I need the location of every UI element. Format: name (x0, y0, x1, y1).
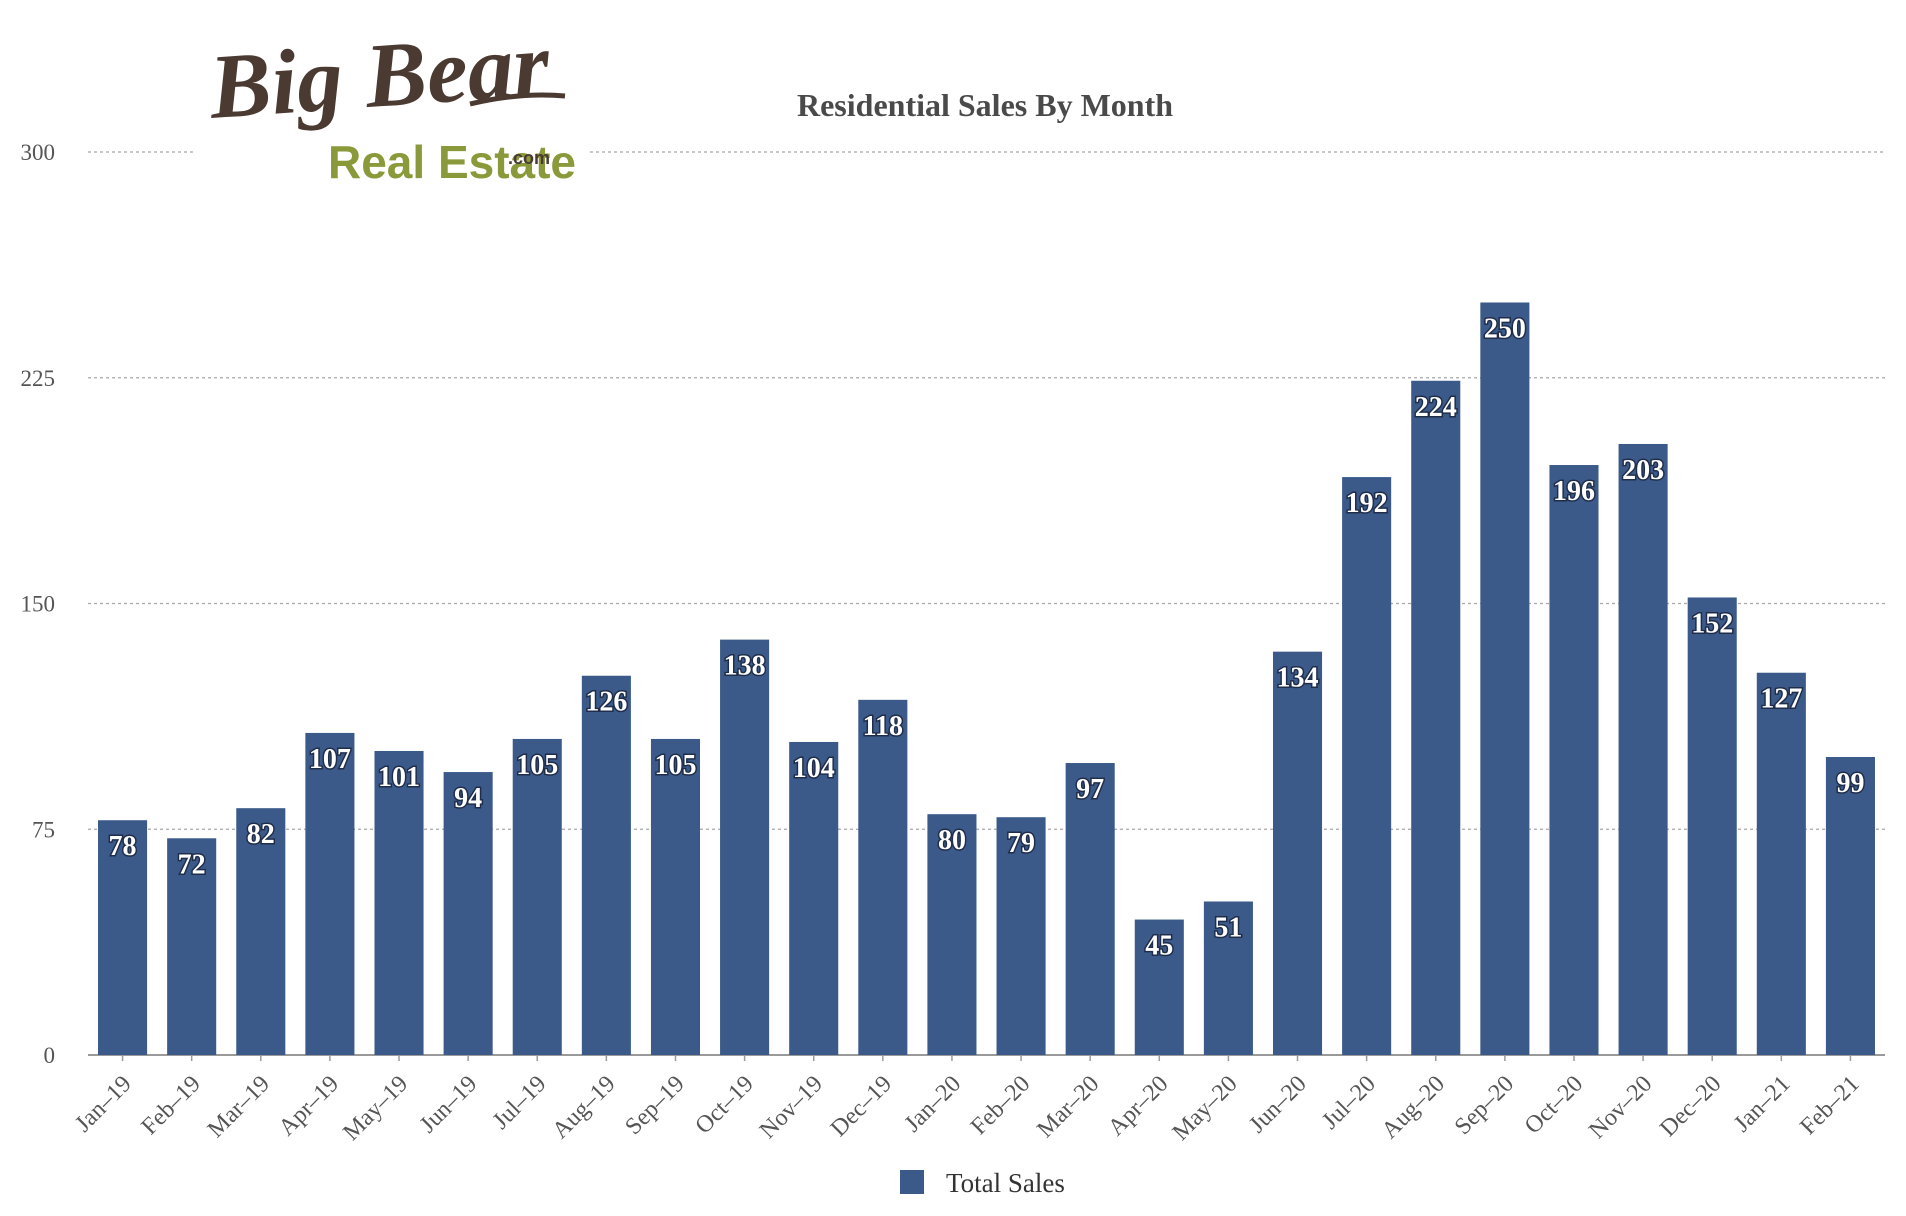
bar-value-label: 105 (516, 750, 558, 781)
x-tick-label: Sep–20 (1450, 1071, 1519, 1140)
bar-value-label: 79 (1007, 828, 1035, 859)
bar-Oct–20[interactable] (1549, 465, 1599, 1055)
bar-Dec–19[interactable] (858, 699, 908, 1055)
x-tick-label: Jun–20 (1244, 1071, 1311, 1138)
x-tick-label: Jul–19 (488, 1071, 552, 1135)
bar-value-label: 101 (378, 762, 420, 793)
logo-line2: Real Estate (328, 136, 576, 188)
bar-Jun–20[interactable] (1272, 651, 1323, 1055)
legend-swatch-total-sales (900, 1170, 924, 1194)
bar-value-label: 126 (585, 687, 627, 718)
x-tick-label: Dec–19 (826, 1071, 897, 1142)
bar-value-label: 152 (1691, 608, 1733, 639)
bar-value-label: 45 (1145, 931, 1173, 962)
bar-Nov–20[interactable] (1618, 443, 1668, 1056)
x-tick-label: Nov–20 (1584, 1071, 1657, 1144)
bar-value-label: 118 (863, 711, 903, 742)
logo-swoosh (469, 92, 566, 107)
bar-Oct–19[interactable] (720, 639, 770, 1055)
bar-value-label: 51 (1214, 912, 1242, 943)
bar-Aug–19[interactable] (581, 675, 631, 1055)
bar-Feb–19[interactable] (167, 838, 217, 1055)
x-tick-label: Jan–19 (70, 1071, 136, 1137)
y-tick-label: 300 (21, 140, 56, 165)
bar-value-label: 99 (1836, 768, 1864, 799)
bar-value-label: 82 (247, 819, 275, 850)
bar-Nov–19[interactable] (789, 741, 839, 1055)
logo-line1: Big Bear (205, 12, 553, 138)
x-tick-label: Apr–20 (1103, 1071, 1173, 1141)
bar-Sep–20[interactable] (1480, 302, 1530, 1056)
x-tick-label: Mar–20 (1032, 1071, 1104, 1143)
bar-Feb–21[interactable] (1825, 757, 1875, 1055)
x-tick-label: Feb–19 (137, 1071, 206, 1140)
x-tick-label: Aug–20 (1377, 1071, 1450, 1144)
bar-May–19[interactable] (374, 750, 424, 1055)
x-tick-label: May–20 (1168, 1071, 1243, 1146)
x-tick-label: Jun–19 (415, 1071, 482, 1138)
x-tick-label: Feb–21 (1795, 1071, 1864, 1140)
x-tick-label: Jul–20 (1317, 1071, 1381, 1135)
bar-value-label: 134 (1277, 663, 1319, 694)
bar-value-label: 224 (1415, 392, 1457, 423)
bar-May–20[interactable] (1203, 901, 1253, 1055)
bar-value-label: 107 (309, 744, 351, 775)
chart-title: Residential Sales By Month (797, 87, 1173, 123)
x-tick-label: Nov–19 (755, 1071, 828, 1144)
bar-Aug–20[interactable] (1411, 380, 1461, 1055)
legend-label-total-sales: Total Sales (946, 1168, 1065, 1198)
x-tick-label: Jan–21 (1729, 1071, 1795, 1137)
bar-Jan–19[interactable] (98, 820, 148, 1055)
bar-value-label: 250 (1484, 314, 1526, 345)
bar-Feb–20[interactable] (996, 817, 1046, 1055)
bar-Jan–20[interactable] (927, 814, 977, 1055)
bar-Dec–20[interactable] (1687, 597, 1737, 1055)
bars: 78 72 82 107 101 94 105 126 105 138 104 118 80 79 97 45… (98, 302, 1875, 1056)
x-tick-label: May–19 (338, 1071, 413, 1146)
bar-Apr–19[interactable] (305, 732, 355, 1055)
bar-value-label: 94 (454, 783, 482, 814)
y-tick-label: 75 (32, 817, 55, 842)
bar-value-label: 192 (1346, 488, 1388, 519)
big-bear-real-estate-logo: Big Bear Real Estate .com (205, 12, 576, 188)
x-tick-label: Aug–19 (548, 1071, 621, 1144)
x-tick-label: Oct–20 (1520, 1071, 1588, 1139)
bar-Sep–19[interactable] (650, 738, 701, 1055)
bar-Jun–19[interactable] (443, 772, 493, 1055)
bar-value-label: 97 (1076, 774, 1104, 805)
bar-value-label: 196 (1553, 476, 1595, 507)
bar-value-label: 138 (724, 651, 766, 682)
bar-value-label: 104 (793, 753, 835, 784)
x-tick-label: Feb–20 (966, 1071, 1035, 1140)
bar-Jan–21[interactable] (1756, 672, 1806, 1055)
x-tick-label: Dec–20 (1655, 1071, 1726, 1142)
x-tick-label: Oct–19 (690, 1071, 758, 1139)
bar-Mar–20[interactable] (1065, 763, 1115, 1055)
x-tick-label: Apr–19 (274, 1071, 344, 1141)
legend[interactable]: Total Sales (900, 1168, 1065, 1198)
gridlines (88, 151, 1885, 1056)
bar-value-label: 105 (654, 750, 696, 781)
y-tick-label: 0 (44, 1043, 56, 1068)
x-tick-label: Sep–19 (620, 1071, 689, 1140)
y-axis: 0 75 150 225 300 (21, 140, 56, 1068)
bar-value-label: 203 (1622, 455, 1664, 486)
bar-Jul–20[interactable] (1342, 477, 1392, 1056)
y-tick-label: 150 (21, 592, 56, 617)
y-tick-label: 225 (21, 366, 56, 391)
bar-value-label: 127 (1760, 684, 1802, 715)
bar-value-label: 80 (938, 825, 966, 856)
bar-value-label: 72 (178, 849, 206, 880)
x-tick-label: Jan–20 (900, 1071, 966, 1137)
bar-Apr–20[interactable] (1134, 919, 1184, 1055)
x-tick-label: Mar–19 (203, 1071, 275, 1143)
bar-value-label: 78 (109, 831, 137, 862)
bar-Mar–19[interactable] (236, 808, 286, 1055)
bar-Jul–19[interactable] (512, 738, 562, 1055)
logo-suffix: .com (508, 148, 550, 168)
